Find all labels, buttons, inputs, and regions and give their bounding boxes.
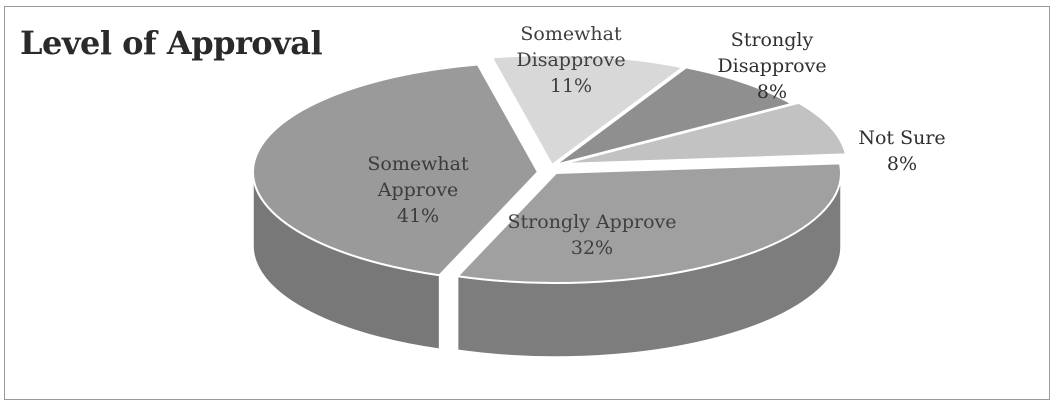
pie-slice-strongly-disapprove <box>554 66 793 166</box>
pie-top <box>252 54 847 284</box>
pie-slice-somewhat-approve <box>252 63 539 277</box>
pie-slice-not-sure <box>561 101 847 165</box>
pie-slice-somewhat-disapprove <box>490 54 685 166</box>
chart-title: Level of Approval <box>20 24 323 62</box>
pie-slice-strongly-approve <box>456 162 842 284</box>
pie-labels: Strongly Approve 32% Somewhat Approve 41% Som… <box>367 23 945 259</box>
data-label-somewhat-disapprove: Somewhat Disapprove 11% <box>516 23 625 97</box>
data-label-not-sure: Not Sure 8% <box>858 127 945 175</box>
data-label-somewhat-approve: Somewhat Approve 41% <box>367 153 469 227</box>
data-label-strongly-disapprove: Strongly Disapprove 8% <box>717 29 826 103</box>
data-label-strongly-approve: Strongly Approve 32% <box>508 211 677 259</box>
